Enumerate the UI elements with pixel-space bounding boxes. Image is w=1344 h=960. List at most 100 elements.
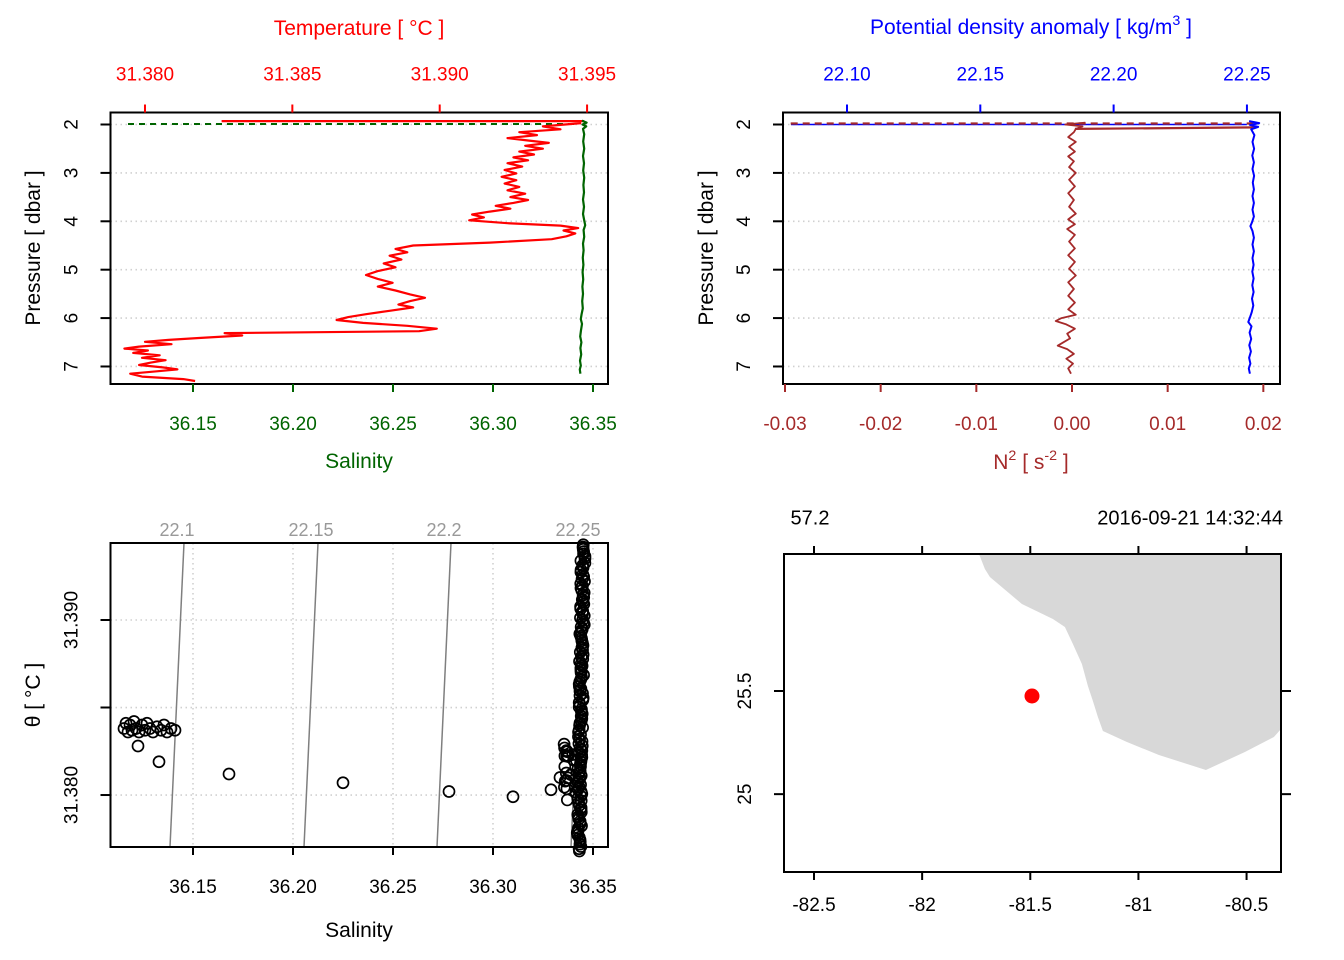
pressure-axis-title-right: Pressure [ dbar ] — [695, 170, 718, 326]
tick-label: 36.30 — [469, 414, 517, 435]
tick-label: 2 — [62, 119, 83, 130]
tick-label: 36.30 — [469, 877, 517, 898]
n2-surface-solid-line — [1074, 126, 1257, 130]
ts-point — [150, 720, 164, 734]
ts-point — [506, 790, 520, 804]
map-top-left-value: 57.2 — [790, 507, 830, 530]
panel-profile-rho-n2: 22.10 22.15 22.20 22.25 -0.03 -0.02 -0.01 0.00 0… — [734, 65, 1282, 436]
tick-label: -81 — [1125, 895, 1152, 916]
ts-point — [561, 771, 575, 785]
tick-label: 6 — [62, 313, 83, 324]
tick-label: 22.10 — [823, 65, 871, 86]
ts-point — [442, 785, 456, 798]
ts-point — [132, 725, 146, 739]
isopycnal-contour — [436, 542, 452, 848]
n2-title-unit-sup: -2 — [1044, 447, 1058, 464]
tick-label: 0.00 — [1054, 414, 1091, 435]
tick-label: -0.01 — [955, 414, 998, 435]
n2-profile — [1054, 121, 1086, 375]
density-title-text: Potential density anomaly [ kg/m — [870, 16, 1173, 39]
ts-point — [569, 785, 583, 799]
tick-label: 7 — [62, 361, 83, 372]
tick-label: 31.380 — [116, 65, 174, 86]
tick-label: 36.20 — [269, 877, 317, 898]
density-profile — [1247, 120, 1261, 374]
ts-point — [157, 718, 171, 732]
land-polygon — [979, 554, 1281, 770]
tick-label: -82.5 — [792, 895, 835, 916]
tick-label: 36.20 — [269, 414, 317, 435]
map-datetime: 2016-09-21 14:32:44 — [1097, 507, 1283, 530]
isopycnal-contour — [303, 542, 319, 848]
temperature-axis-title: Temperature [ °C ] — [273, 17, 445, 40]
ts-point — [160, 725, 174, 739]
panel-map: -82.5 -82 -81.5 -81 -80.5 25.5 25 — [735, 546, 1291, 916]
ts-point — [336, 776, 350, 790]
tick-label: 4 — [62, 216, 83, 227]
salinity-axis-title-ts-panel: Salinity — [325, 919, 393, 942]
tick-label: 4 — [734, 216, 755, 227]
pressure-axis-title-left: Pressure [ dbar ] — [22, 170, 45, 326]
n2-axis-title: N2 [ s-2 ] — [993, 447, 1069, 475]
ts-point — [152, 755, 166, 769]
tick-label: 7 — [734, 361, 755, 372]
n2-title-sup: 2 — [1008, 447, 1017, 464]
isopycnal-contour — [169, 542, 185, 848]
ts-point — [544, 783, 558, 797]
tick-label: -0.02 — [859, 414, 902, 435]
ts-point — [560, 793, 574, 807]
ts-point — [168, 723, 182, 737]
n2-title-unit-close: ] — [1057, 451, 1069, 474]
tick-label: -80.5 — [1225, 895, 1268, 916]
tick-label: 6 — [734, 313, 755, 324]
ts-point — [576, 538, 590, 552]
tick-label: 0.01 — [1149, 414, 1186, 435]
salinity-axis-title-top-panel: Salinity — [325, 450, 393, 473]
tick-label: -81.5 — [1009, 895, 1052, 916]
plot-box — [782, 111, 1281, 385]
ts-point — [574, 581, 588, 595]
isopycnal-label: 22.1 — [159, 520, 194, 540]
tick-label: 22.20 — [1090, 65, 1138, 86]
tick-label: 22.15 — [957, 65, 1005, 86]
tick-label: 5 — [734, 264, 755, 275]
tick-label: 31.390 — [411, 65, 469, 86]
density-axis-title: Potential density anomaly [ kg/m3 ] — [870, 12, 1192, 40]
tick-label: -82 — [908, 895, 935, 916]
ts-point — [127, 715, 141, 728]
tick-label: 36.35 — [569, 877, 617, 898]
tick-label: 36.15 — [169, 414, 217, 435]
ts-point — [566, 748, 580, 761]
n2-title-unit: [ s — [1016, 451, 1045, 474]
tick-label: 31.395 — [558, 65, 616, 86]
tick-label: 36.35 — [569, 414, 617, 435]
tick-label: 36.25 — [369, 414, 417, 435]
tick-label: 5 — [62, 264, 83, 275]
theta-axis-title: θ [ °C ] — [22, 662, 45, 728]
tick-label: 36.15 — [169, 877, 217, 898]
panel-profile-ts: 31.380 31.385 31.390 31.395 36.15 36.20 36.25 3… — [62, 65, 617, 436]
plot-box — [783, 553, 1282, 873]
ts-point — [131, 739, 145, 753]
isopycnal-label: 22.25 — [555, 520, 600, 540]
ts-point — [564, 768, 578, 781]
ts-point — [558, 749, 572, 763]
plot-box — [109, 111, 609, 385]
tick-label: 31.390 — [62, 591, 83, 649]
density-title-unit-close: ] — [1180, 16, 1192, 39]
tick-label: 3 — [62, 168, 83, 179]
ts-point — [576, 691, 590, 705]
density-title-sup: 3 — [1172, 12, 1181, 29]
isopycnal-label: 22.2 — [426, 520, 461, 540]
tick-label: 0.02 — [1245, 414, 1282, 435]
tick-label: 25.5 — [735, 673, 756, 710]
tick-label: 22.25 — [1223, 65, 1271, 86]
ts-point — [560, 744, 573, 757]
station-dot — [1024, 688, 1040, 704]
tick-label: 36.25 — [369, 877, 417, 898]
panel-ts-diagram: 22.1 22.15 22.2 22.25 36.15 36.20 36.25 36.30 36… — [62, 520, 617, 898]
tick-label: -0.03 — [763, 414, 806, 435]
plot-box — [109, 542, 609, 848]
